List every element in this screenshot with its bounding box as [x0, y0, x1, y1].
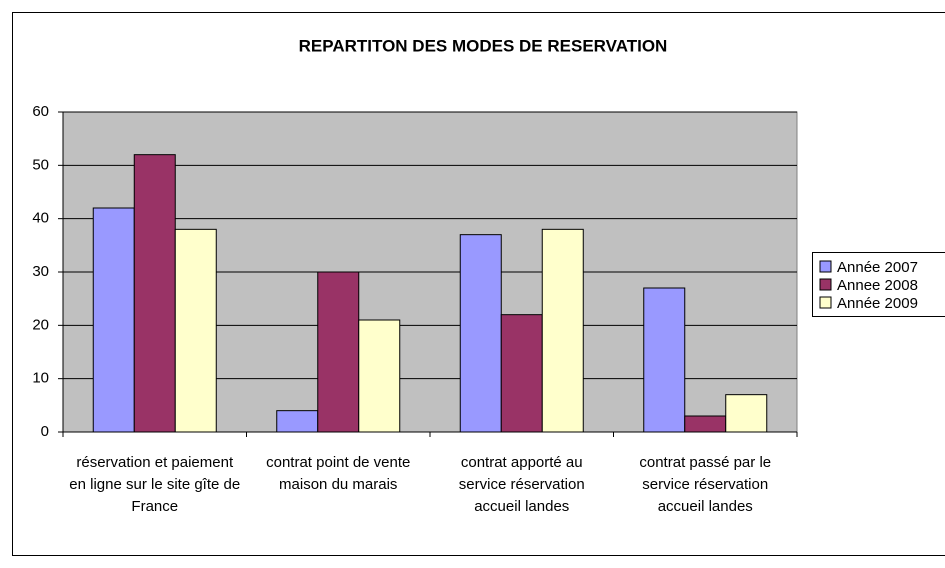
bar: [541, 228, 584, 433]
y-tick-label: 30: [32, 263, 49, 280]
legend-box: [812, 252, 945, 317]
chart-title: REPARTITON DES MODES DE RESERVATION: [299, 36, 668, 55]
bar: [643, 287, 686, 433]
bar: [133, 154, 176, 433]
bar: [174, 228, 217, 433]
y-tick-label: 10: [32, 370, 49, 387]
legend-label: Année 2007: [837, 259, 918, 276]
bar: [358, 319, 401, 433]
bar: [500, 314, 543, 433]
legend-swatch: [819, 296, 832, 309]
x-tick-label: contrat apporté au service réservation a…: [458, 454, 585, 515]
legend-label: Année 2009: [837, 295, 918, 312]
y-tick-label: 20: [32, 316, 49, 333]
y-tick-label: 0: [41, 423, 49, 440]
bar: [92, 207, 135, 433]
y-tick-label: 40: [32, 210, 49, 227]
legend-swatch: [819, 260, 832, 273]
x-tick-label: réservation et paiement en ligne sur le …: [69, 454, 241, 515]
bar: [459, 234, 502, 433]
bar: [725, 394, 768, 433]
bar: [684, 415, 727, 433]
x-tick-label: contrat passé par le service réservation…: [639, 454, 772, 515]
bar: [317, 271, 360, 433]
y-tick-label: 60: [32, 103, 49, 120]
legend-label: Annee 2008: [837, 277, 918, 294]
bar: [276, 410, 319, 433]
legend-swatch: [819, 278, 832, 291]
x-tick-label: contrat point de vente maison du marais: [266, 454, 411, 493]
y-tick-label: 50: [32, 156, 49, 173]
